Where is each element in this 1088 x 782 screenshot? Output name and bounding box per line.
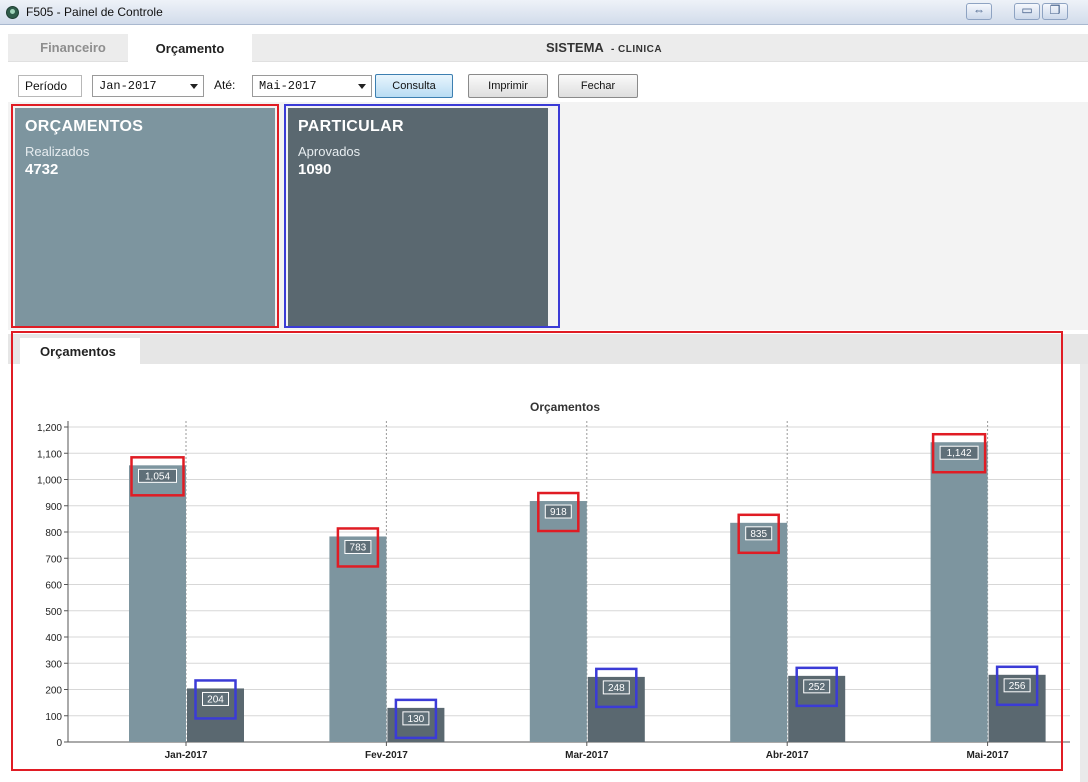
card-title: PARTICULAR	[298, 118, 404, 135]
data-label-box	[1003, 678, 1031, 693]
main-tab-strip: Financeiro Orçamento SISTEMA - CLINICA	[8, 34, 1088, 62]
app-logo-icon	[6, 6, 19, 19]
bar-orcamentos	[129, 465, 186, 742]
annotation-red-box	[11, 104, 279, 328]
dropdown-arrow-icon	[190, 84, 198, 89]
y-tick-label: 700	[45, 554, 62, 565]
bar-orcamentos	[529, 501, 587, 742]
y-tick-label: 200	[45, 686, 62, 697]
data-label: 252	[808, 682, 825, 693]
card-subtitle: Aprovados	[298, 144, 361, 159]
bar-orcamentos	[930, 442, 988, 742]
data-label: 1,054	[145, 471, 170, 482]
y-tick-label: 600	[45, 581, 62, 592]
data-label-box	[344, 539, 372, 554]
chart-title: Orçamentos	[530, 400, 600, 414]
fechar-button[interactable]: Fechar	[558, 74, 638, 98]
data-label: 1,142	[947, 448, 972, 459]
annotation-blue-box	[394, 698, 438, 740]
chart-panel: Orçamentos Orçamentos 0 100 200 300 400 500 600…	[8, 334, 1088, 782]
particular-card[interactable]: PARTICULAR Aprovados 1090	[288, 108, 548, 326]
maximize-icon: ❐	[1049, 3, 1061, 17]
y-tick-label: 400	[45, 633, 62, 644]
period-to-select[interactable]: Mai-2017	[252, 75, 372, 97]
bar-orcamentos	[329, 536, 387, 742]
bar-orcamentos	[730, 522, 788, 742]
annotation-blue-box	[284, 104, 560, 328]
vertical-scrollbar[interactable]	[1080, 364, 1088, 782]
x-tick-label: Mai-2017	[966, 750, 1009, 761]
annotation-blue-box	[995, 665, 1039, 707]
x-tick-label: Jan-2017	[165, 750, 208, 761]
x-tick-label: Abr-2017	[766, 750, 809, 761]
data-label-box	[602, 680, 630, 695]
y-tick-label: 900	[45, 502, 62, 513]
card-subtitle: Realizados	[25, 144, 90, 159]
annotation-red-box	[336, 527, 380, 568]
data-label: 783	[350, 542, 367, 553]
data-label-box	[745, 526, 773, 541]
tab-financeiro[interactable]: Financeiro	[40, 40, 106, 55]
filter-toolbar: Período Jan-2017 Até: Mai-2017 Consulta …	[8, 62, 1088, 102]
data-label-box	[939, 445, 979, 460]
card-title: ORÇAMENTOS	[25, 118, 144, 135]
restore-arrows-button[interactable]: ⇔	[966, 3, 992, 20]
annotation-blue-box	[795, 666, 838, 708]
y-tick-label: 1,000	[37, 476, 62, 487]
annotation-red-box	[537, 491, 580, 533]
period-to-value: Mai-2017	[259, 79, 317, 93]
annotation-red-box	[931, 432, 987, 474]
minimize-button[interactable]: ▭	[1014, 3, 1040, 20]
annotation-blue-box	[595, 667, 638, 709]
system-header: SISTEMA - CLINICA	[546, 40, 662, 55]
chart-tab-bar: Orçamentos	[8, 334, 1088, 364]
window-title: F505 - Painel de Controle	[26, 5, 163, 19]
minimize-icon: ▭	[1021, 3, 1033, 17]
double-arrow-icon: ⇔	[973, 3, 985, 17]
data-label: 256	[1009, 681, 1026, 692]
annotation-red-box	[11, 331, 1063, 771]
dropdown-arrow-icon	[358, 84, 366, 89]
y-tick-label: 0	[56, 738, 62, 749]
y-tick-label: 1,200	[37, 423, 62, 434]
data-label-box	[138, 468, 177, 483]
x-tick-label: Fev-2017	[365, 750, 408, 761]
data-label-box	[803, 679, 831, 694]
data-label-box	[402, 711, 430, 726]
orcamentos-bar-chart: Orçamentos 0 100 200 300 400 500 600 700 800 900 1,…	[37, 400, 1070, 761]
data-label: 918	[550, 507, 567, 518]
maximize-button[interactable]: ❐	[1042, 3, 1068, 20]
period-from-select[interactable]: Jan-2017	[92, 75, 204, 97]
annotation-red-box	[737, 513, 780, 555]
periodo-label: Período	[18, 75, 82, 97]
imprimir-button[interactable]: Imprimir	[468, 74, 548, 98]
annotation-blue-box	[194, 679, 237, 720]
data-label: 130	[408, 714, 425, 725]
tab-orcamentos-chart[interactable]: Orçamentos	[20, 338, 140, 364]
y-tick-label: 300	[45, 659, 62, 670]
data-label-box	[202, 691, 229, 706]
system-name: - CLINICA	[610, 44, 663, 55]
title-bar: F505 - Painel de Controle ⇔ ▭ ❐	[0, 0, 1088, 25]
x-tick-label: Mar-2017	[565, 750, 609, 761]
card-value: 4732	[25, 161, 59, 178]
data-label: 835	[750, 529, 767, 540]
y-tick-label: 800	[45, 528, 62, 539]
ate-label: Até:	[208, 75, 250, 97]
card-value: 1090	[298, 161, 332, 178]
consulta-button[interactable]: Consulta	[375, 74, 453, 98]
system-label: SISTEMA	[546, 40, 604, 55]
y-tick-label: 100	[45, 712, 62, 723]
y-tick-label: 500	[45, 607, 62, 618]
tab-orcamento[interactable]: Orçamento	[128, 34, 252, 62]
data-label-box	[544, 504, 572, 519]
orcamentos-card[interactable]: ORÇAMENTOS Realizados 4732	[15, 108, 275, 326]
data-label: 248	[608, 683, 625, 694]
y-tick-label: 1,100	[37, 449, 62, 460]
period-from-value: Jan-2017	[99, 79, 157, 93]
annotation-red-box	[130, 456, 185, 497]
data-label: 204	[207, 694, 224, 705]
